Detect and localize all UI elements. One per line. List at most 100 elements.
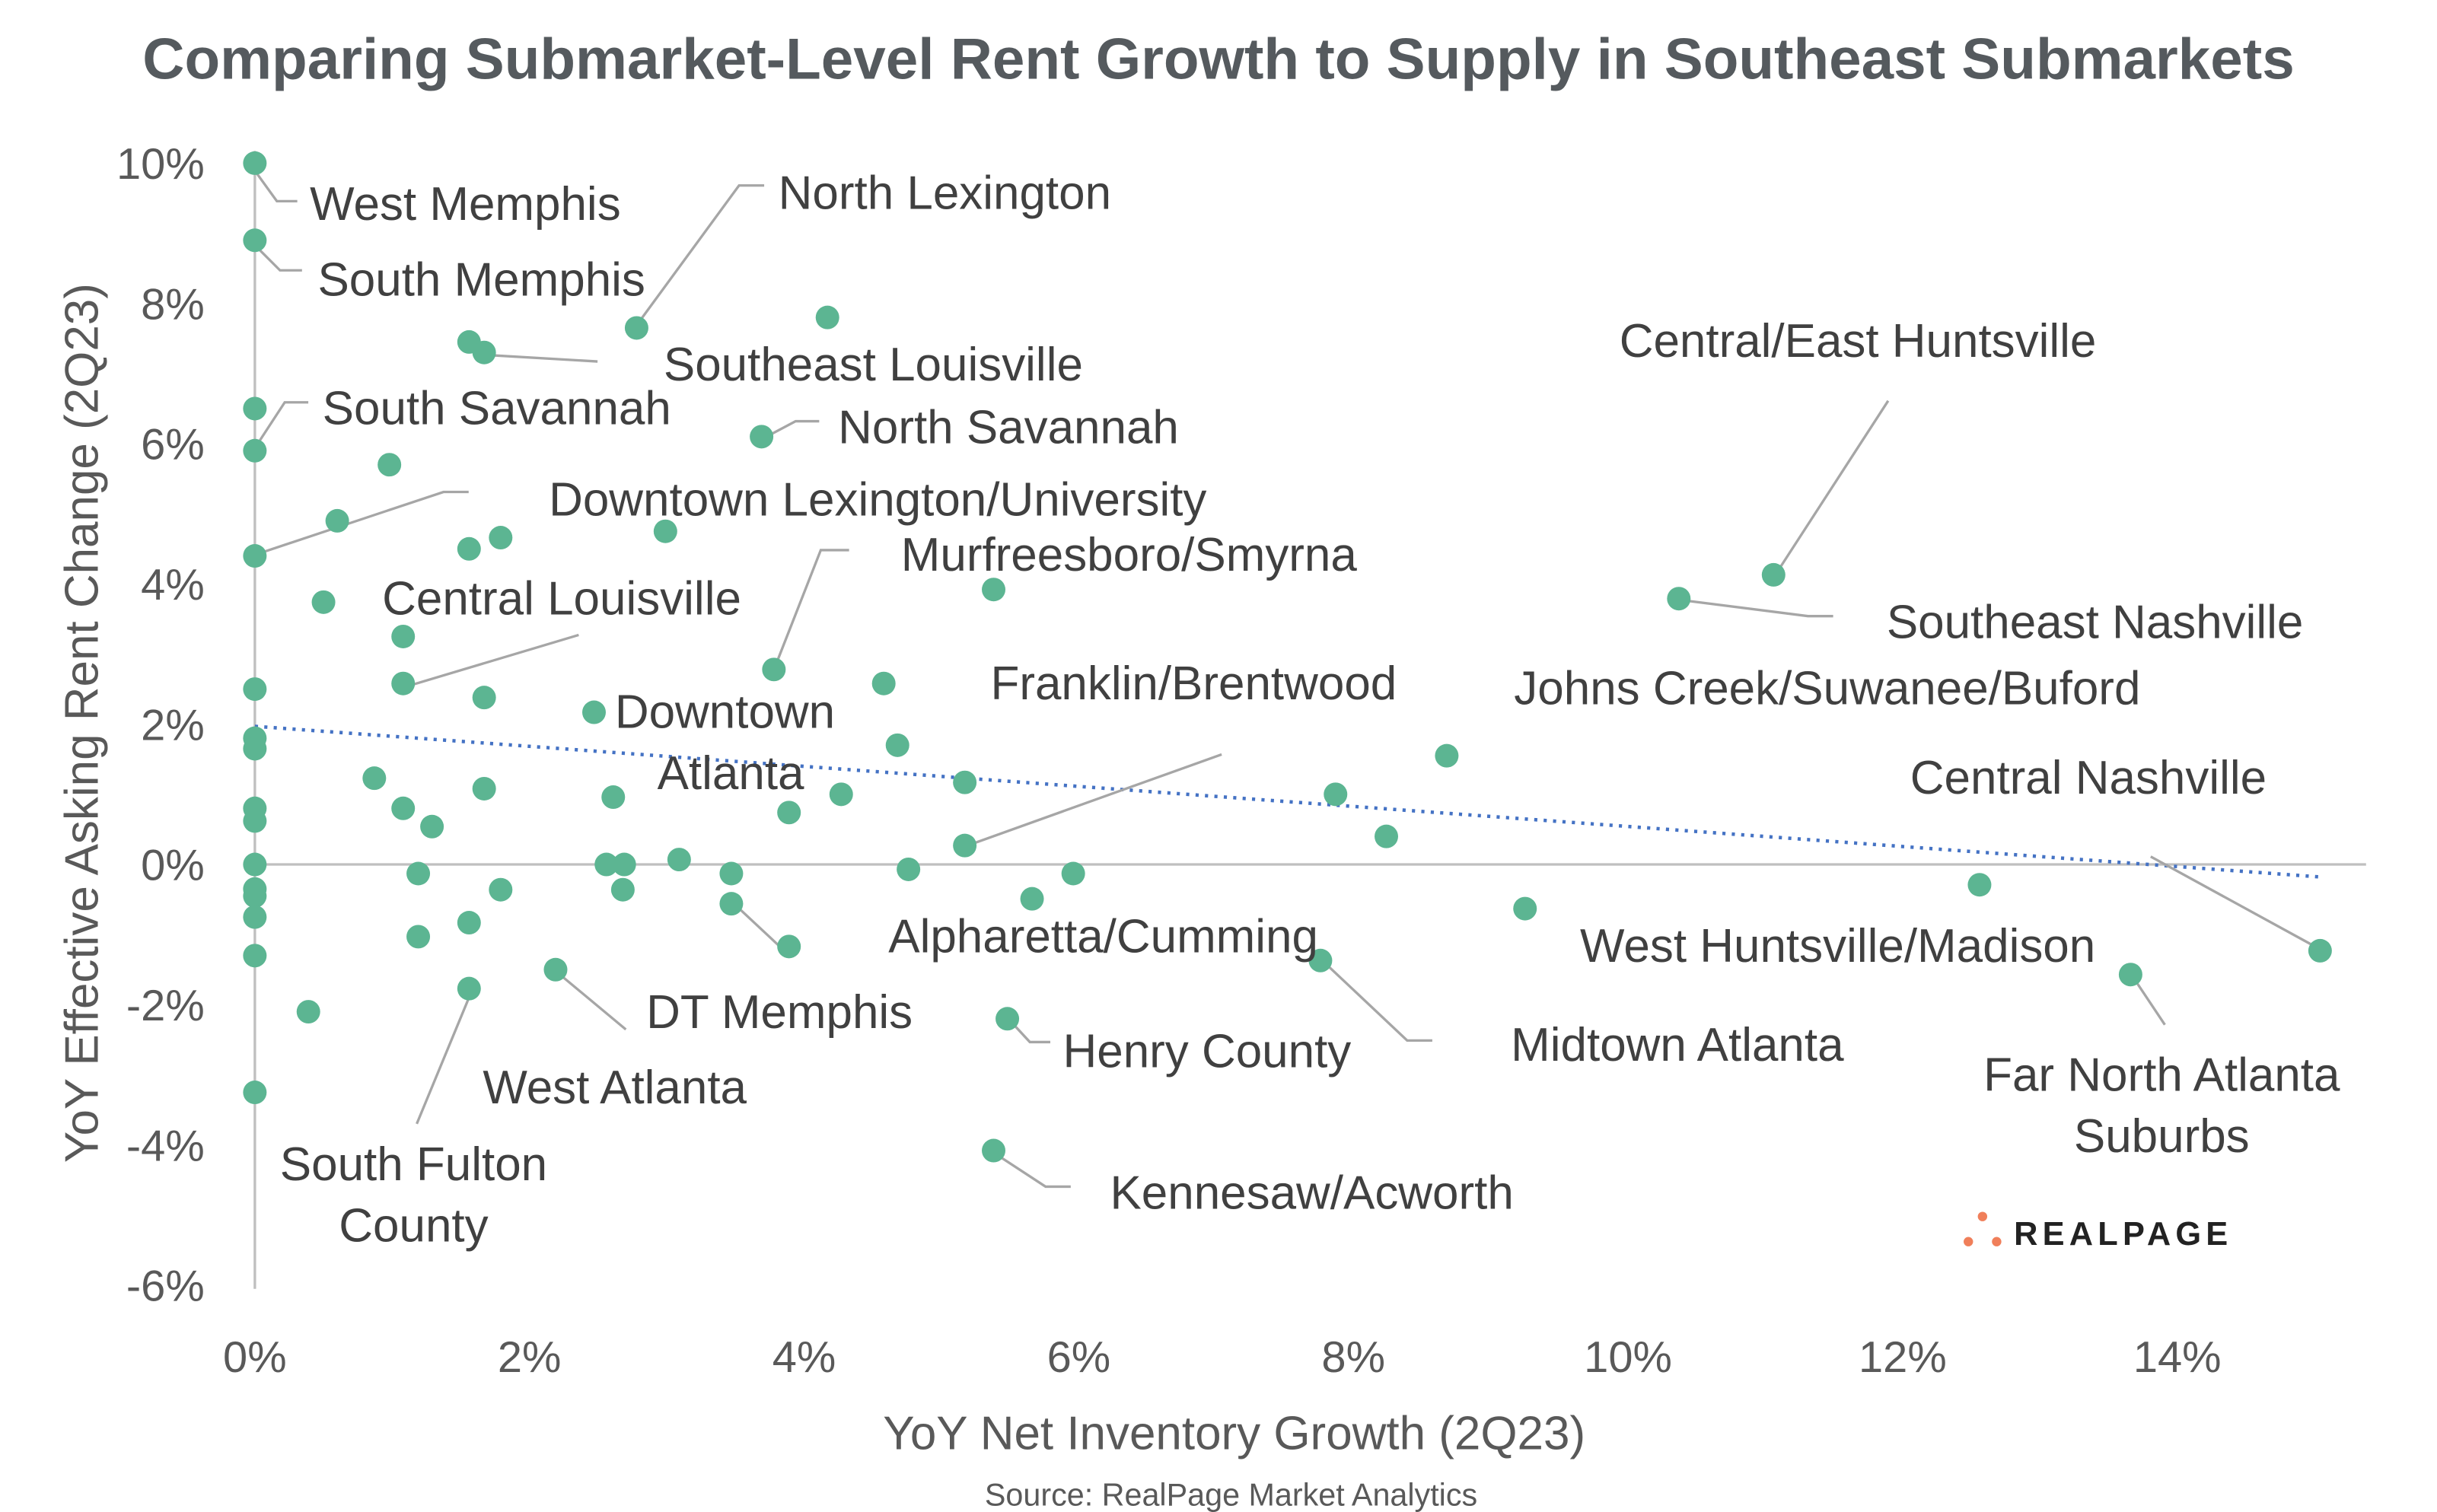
- data-point: [243, 228, 267, 253]
- data-point: [829, 782, 853, 807]
- data-point: [472, 686, 496, 710]
- data-point: [667, 848, 691, 872]
- data-point: [457, 536, 481, 561]
- data-point: [362, 766, 387, 791]
- data-point: [243, 905, 267, 929]
- annotation-label: Henry County: [1063, 1025, 1352, 1077]
- data-point: [489, 526, 513, 550]
- data-point: [391, 625, 416, 648]
- annotation-label: Central/East Huntsville: [1620, 315, 2097, 368]
- y-tick-label: -6%: [126, 1262, 205, 1311]
- y-tick-label: 4%: [141, 561, 205, 610]
- leader-line: [971, 753, 1222, 845]
- annotation-label: South Memphis: [317, 253, 645, 306]
- data-point: [612, 852, 636, 877]
- y-tick-label: 0%: [141, 842, 205, 890]
- data-point: [391, 671, 416, 696]
- x-tick-label: 10%: [1584, 1333, 1672, 1382]
- data-point: [953, 770, 977, 794]
- annotation-label: Central Louisville: [382, 573, 741, 625]
- annotation-label: North Savannah: [838, 401, 1179, 454]
- data-point: [457, 976, 481, 1001]
- data-point: [750, 425, 774, 449]
- data-point: [457, 911, 481, 935]
- annotation-label: Alpharetta/Cumming: [888, 911, 1318, 963]
- data-point: [1375, 824, 1399, 848]
- data-point: [1967, 873, 1992, 897]
- x-tick-label: 6%: [1047, 1333, 1111, 1382]
- data-point: [543, 957, 568, 982]
- data-point: [420, 814, 444, 839]
- data-point: [815, 305, 839, 329]
- data-point: [406, 861, 431, 886]
- annotation-label: Southeast Nashville: [1887, 597, 2304, 649]
- annotation-label: Downtown: [615, 686, 835, 738]
- leader-line: [1684, 599, 1833, 618]
- leader-line: [416, 986, 475, 1125]
- annotation-label: West Atlanta: [483, 1062, 747, 1114]
- data-point: [601, 785, 626, 810]
- leader-line: [2132, 976, 2166, 1026]
- data-point: [871, 671, 896, 696]
- y-tick-label: 10%: [116, 140, 205, 189]
- annotation-label: West Huntsville/Madison: [1580, 920, 2095, 972]
- y-tick-label: 8%: [141, 280, 205, 329]
- data-point: [982, 578, 1006, 602]
- data-point: [719, 861, 744, 886]
- leader-lines: [255, 172, 2318, 1189]
- annotation-label: Atlanta: [658, 747, 804, 800]
- chart-title: Comparing Submarket-Level Rent Growth to…: [142, 27, 2294, 91]
- data-point: [377, 453, 402, 477]
- data-point: [296, 1000, 320, 1024]
- annotation-label: West Memphis: [310, 178, 621, 231]
- y-tick-label: 2%: [141, 701, 205, 750]
- data-point: [762, 657, 786, 682]
- data-point: [624, 316, 648, 340]
- data-point: [243, 809, 267, 833]
- annotation-label: DT Memphis: [646, 986, 913, 1039]
- x-tick-label: 2%: [498, 1333, 562, 1382]
- data-point: [777, 801, 801, 825]
- x-tick-label: 0%: [223, 1333, 287, 1382]
- logo-text: REALPAGE: [2014, 1216, 2232, 1253]
- annotation-label: South Savannah: [323, 383, 671, 435]
- annotations: West Memphis South Memphis North Lexingt…: [280, 167, 2340, 1253]
- data-point: [953, 833, 977, 858]
- data-point: [472, 340, 496, 364]
- data-point: [777, 934, 801, 959]
- annotation-label: Johns Creek/Suwanee/Buford: [1514, 662, 2140, 715]
- data-point: [243, 852, 267, 877]
- data-point: [897, 857, 921, 881]
- data-point: [243, 151, 267, 175]
- leader-line: [1324, 962, 1432, 1042]
- annotation-label: Midtown Atlanta: [1511, 1019, 1844, 1071]
- data-point: [243, 1081, 267, 1105]
- data-point: [1020, 887, 1044, 911]
- data-point: [489, 877, 513, 902]
- x-tick-label: 14%: [2133, 1333, 2222, 1382]
- data-point: [982, 1138, 1006, 1163]
- realpage-logo: REALPAGE: [1964, 1211, 2232, 1253]
- data-point: [1513, 896, 1537, 921]
- data-point: [1308, 948, 1333, 972]
- leader-line: [639, 184, 765, 322]
- source-note: Source: RealPage Market Analytics: [985, 1478, 1477, 1512]
- logo-dot: [1992, 1237, 2002, 1246]
- data-point: [1761, 562, 1786, 587]
- logo-dot: [1964, 1237, 1973, 1246]
- data-point: [243, 944, 267, 968]
- annotation-label: Far North Atlanta: [1983, 1049, 2340, 1101]
- leader-line: [255, 172, 298, 203]
- data-point: [243, 884, 267, 908]
- data-point: [406, 925, 431, 949]
- x-tick-label: 8%: [1321, 1333, 1385, 1382]
- data-point: [325, 508, 349, 533]
- data-point: [1324, 782, 1348, 807]
- data-point: [1061, 861, 1085, 886]
- data-points: [243, 151, 2332, 1163]
- data-point: [653, 519, 677, 543]
- data-point: [885, 733, 909, 757]
- data-point: [243, 438, 267, 463]
- leader-line: [1010, 1020, 1050, 1044]
